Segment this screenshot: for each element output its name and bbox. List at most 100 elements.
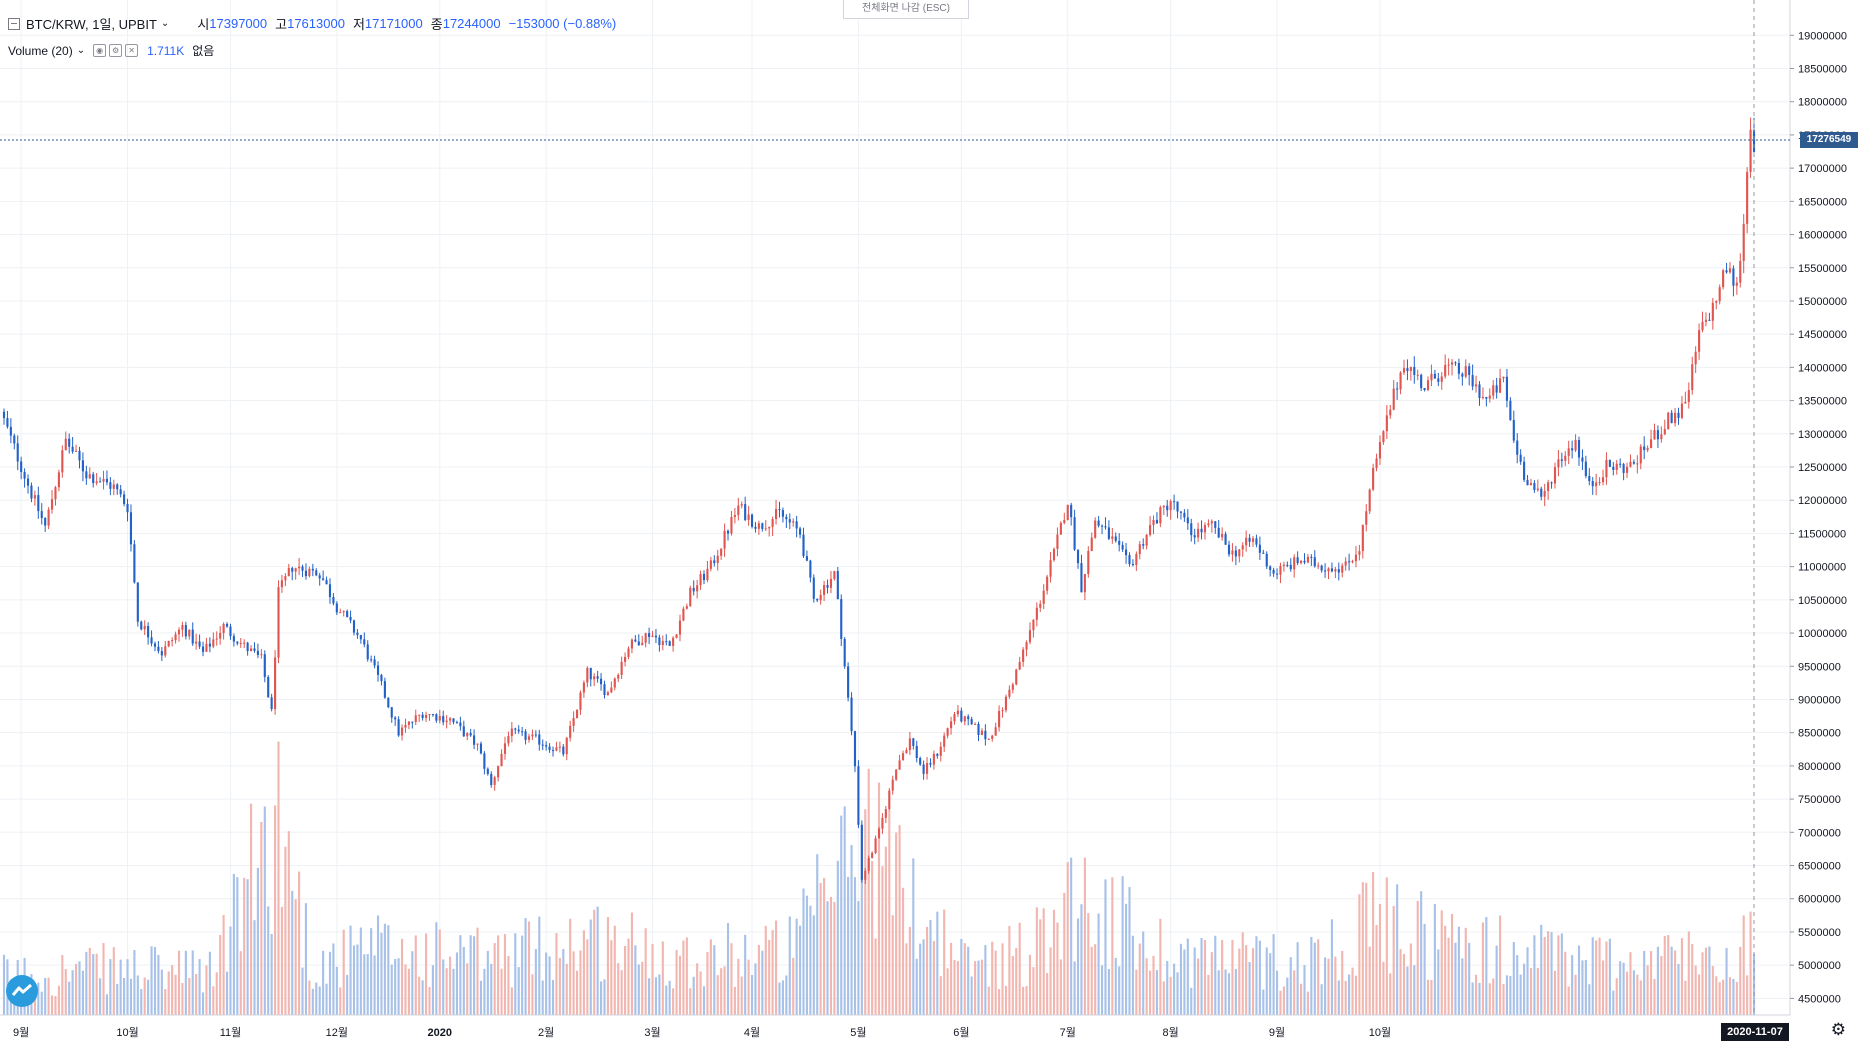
candle-body xyxy=(284,576,287,581)
candle-body xyxy=(153,643,157,647)
candle-body xyxy=(977,723,980,735)
volume-bar xyxy=(150,946,153,1015)
volume-bar xyxy=(836,860,839,1015)
volume-bar xyxy=(726,923,730,1015)
logo-icon[interactable] xyxy=(6,975,38,1007)
candle-body xyxy=(1176,501,1179,512)
volume-bar xyxy=(888,809,891,1015)
candle-body xyxy=(1437,378,1440,382)
volume-bar xyxy=(1450,914,1454,1015)
volume-bar xyxy=(1728,977,1732,1015)
volume-bar xyxy=(874,938,877,1015)
volume-bar xyxy=(1523,963,1526,1015)
candle-body xyxy=(970,719,973,725)
candle-body xyxy=(1361,524,1364,552)
chart-grid xyxy=(0,0,1790,1015)
candle-body xyxy=(840,599,843,639)
volume-bar xyxy=(239,951,242,1015)
candle-body xyxy=(503,743,507,754)
volume-bar xyxy=(1361,882,1364,1015)
volume-bar xyxy=(435,922,438,1015)
candle-body xyxy=(651,635,654,637)
chevron-down-icon[interactable]: ⌄ xyxy=(160,18,170,29)
volume-bar xyxy=(376,915,380,1015)
candle-body xyxy=(407,721,410,725)
candle-body xyxy=(1574,439,1577,451)
volume-bar xyxy=(1536,967,1539,1015)
candle-body xyxy=(1402,368,1406,373)
candle-body xyxy=(521,731,524,733)
candle-body xyxy=(672,637,675,646)
volume-bar xyxy=(658,974,661,1015)
settings-icon[interactable]: ⚙ xyxy=(109,44,123,57)
candle-body xyxy=(212,639,215,647)
close-icon[interactable]: ✕ xyxy=(125,44,139,57)
y-tick-label: 6500000 xyxy=(1798,861,1841,873)
candle-body xyxy=(1471,375,1474,387)
candle-body xyxy=(1124,549,1128,556)
volume-bar xyxy=(1457,926,1460,1015)
candle-body xyxy=(418,714,421,716)
candle-body xyxy=(1262,552,1265,554)
volume-bar xyxy=(225,971,229,1015)
volume-bar xyxy=(1049,947,1052,1015)
candle-body xyxy=(400,727,404,736)
volume-bar xyxy=(617,963,620,1015)
collapse-icon[interactable] xyxy=(8,17,20,30)
volume-bar xyxy=(263,806,266,1015)
volume-bar xyxy=(1396,884,1399,1015)
candle-body xyxy=(1248,537,1251,542)
volume-bar xyxy=(229,926,232,1015)
candle-body xyxy=(483,753,486,769)
y-tick-label: 7500000 xyxy=(1798,794,1841,806)
volume-bar xyxy=(1540,924,1543,1015)
exit-fullscreen-hint[interactable]: 전체화면 나감 (ESC) xyxy=(843,0,969,19)
y-tick-label: 11000000 xyxy=(1798,562,1846,574)
eye-icon[interactable]: ◉ xyxy=(93,44,107,57)
volume-bar xyxy=(1402,954,1406,1015)
volume-bar xyxy=(1111,877,1114,1015)
candle-body xyxy=(1121,544,1124,550)
chevron-down-icon[interactable]: ⌄ xyxy=(76,45,86,56)
candle-body xyxy=(1485,397,1488,399)
volume-bar xyxy=(1505,975,1509,1015)
volume-label[interactable]: Volume (20) xyxy=(8,43,73,58)
volume-bar xyxy=(524,918,527,1015)
candle-body xyxy=(589,667,592,680)
candle-body xyxy=(1728,268,1732,273)
symbol-title[interactable]: BTC/KRW, 1일, UPBIT xyxy=(26,17,157,32)
volume-bar xyxy=(1087,913,1090,1015)
candle-body xyxy=(1543,490,1546,497)
y-tick-label: 5500000 xyxy=(1798,927,1841,939)
candle-body xyxy=(915,745,918,759)
candle-body xyxy=(497,766,500,778)
volume-bar xyxy=(50,995,54,1015)
volume-bar xyxy=(1241,932,1244,1015)
gear-icon[interactable]: ⚙ xyxy=(1830,1020,1846,1039)
volume-bar xyxy=(644,928,647,1015)
candle-body xyxy=(1680,403,1684,418)
volume-bar xyxy=(1227,973,1231,1015)
volume-bar xyxy=(308,980,311,1015)
volume-bar xyxy=(1207,974,1210,1015)
y-tick-label: 14000000 xyxy=(1798,362,1847,374)
volume-bar xyxy=(1612,990,1615,1015)
volume-bar xyxy=(1090,946,1093,1015)
volume-bar xyxy=(171,965,174,1015)
x-tick-label: 10월 xyxy=(1369,1026,1391,1039)
candle-body xyxy=(785,516,788,520)
candle-body xyxy=(256,650,259,656)
volume-bar xyxy=(1660,955,1663,1015)
volume-bar xyxy=(572,951,575,1015)
volume-bar xyxy=(1615,978,1618,1015)
candle-body xyxy=(984,730,987,740)
volume-bar xyxy=(1368,946,1371,1015)
volume-bar xyxy=(1529,967,1533,1015)
candle-body xyxy=(373,659,376,666)
candle-body xyxy=(1166,505,1169,511)
x-tick-label: 8월 xyxy=(1163,1026,1179,1039)
volume-bar xyxy=(1324,957,1327,1015)
y-tick-label: 19000000 xyxy=(1798,30,1847,42)
y-tick-label: 9000000 xyxy=(1798,694,1841,706)
